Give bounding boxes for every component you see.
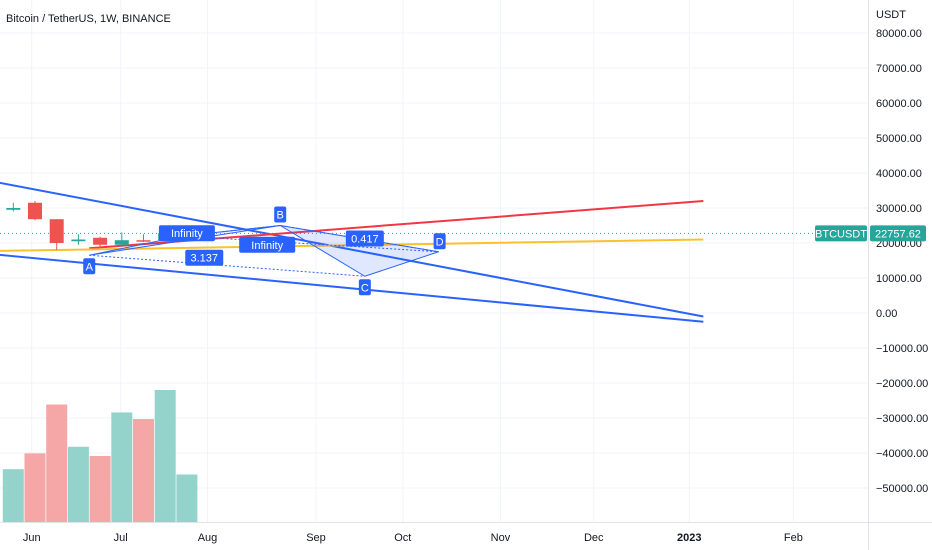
x-tick-label: Sep (306, 532, 326, 544)
y-tick-label: −10000.00 (876, 343, 928, 355)
ratio-label: 3.137 (190, 253, 218, 265)
y-tick-label: 0.00 (876, 308, 897, 320)
ratio-badge (345, 230, 384, 247)
y-tick-label: −30000.00 (876, 413, 928, 425)
y-tick-label: −40000.00 (876, 448, 928, 460)
y-tick-label: 30000.00 (876, 203, 922, 215)
last-price-badge (870, 225, 926, 242)
x-tick-label: 2023 (677, 532, 701, 544)
x-tick-label: Dec (584, 532, 604, 544)
x-tick-label: Aug (198, 532, 218, 544)
pattern-labels: A B C D Infinity Infinity 3.137 0.417 (83, 206, 446, 296)
volume-bar (89, 456, 111, 522)
volume-bar (24, 453, 46, 522)
chart-title: Bitcoin / TetherUS, 1W, BINANCE (6, 13, 171, 25)
ratio-label: 0.417 (351, 233, 379, 245)
grid (0, 0, 868, 522)
ratio-label: Infinity (251, 240, 283, 252)
ratio-label: Infinity (171, 228, 203, 240)
candle-body (71, 239, 86, 242)
volume-bar (154, 390, 176, 522)
ratio-badge (239, 236, 296, 253)
x-tick-label: Jun (23, 532, 41, 544)
y-tick-label: −50000.00 (876, 483, 928, 495)
candle-body (114, 240, 129, 245)
volume-bar (2, 469, 24, 522)
y-tick-label: 70000.00 (876, 63, 922, 75)
candle-body (93, 237, 108, 245)
trendlines[interactable] (0, 173, 704, 323)
y-tick-label: 10000.00 (876, 273, 922, 285)
volume-bars (2, 390, 198, 522)
y-tick-label: 50000.00 (876, 133, 922, 145)
pattern-point-label: A (86, 261, 94, 273)
pattern-ratio-line (182, 235, 439, 253)
volume-bar (46, 404, 68, 522)
price-currency: USDT (876, 9, 906, 21)
y-tick-label: 60000.00 (876, 98, 922, 110)
pattern-point-label: D (436, 236, 444, 248)
symbol-badge (815, 225, 867, 242)
trendline (0, 253, 704, 323)
volume-bar (67, 446, 89, 522)
volume-bar (176, 474, 198, 522)
y-tick-label: 40000.00 (876, 168, 922, 180)
ratio-badge (185, 249, 224, 266)
pattern-point-label: B (277, 210, 284, 222)
symbol-label: BTCUSDT (815, 228, 867, 240)
x-tick-label: Oct (394, 532, 411, 544)
pattern-point-badge (274, 206, 287, 223)
volume-bar (133, 419, 154, 522)
y-tick-label: −20000.00 (876, 378, 928, 390)
ratio-badge (158, 225, 215, 242)
volume-bar (111, 412, 133, 522)
pattern-ratio-line (89, 254, 365, 277)
candle-body (28, 202, 42, 220)
last-price-label: 22757.62 (875, 228, 921, 240)
trendline (0, 238, 704, 252)
pattern-point-badge (433, 233, 446, 250)
candle-body (49, 219, 64, 243)
pattern-point-label: C (361, 282, 369, 294)
pattern-point-badge (358, 279, 371, 296)
candle-body (6, 208, 21, 210)
x-tick-label: Nov (491, 532, 511, 544)
y-tick-label: 80000.00 (876, 28, 922, 40)
pattern-point-badge (83, 258, 96, 275)
candle-body (136, 240, 151, 242)
x-tick-label: Jul (114, 532, 128, 544)
x-tick-label: Feb (784, 532, 803, 544)
